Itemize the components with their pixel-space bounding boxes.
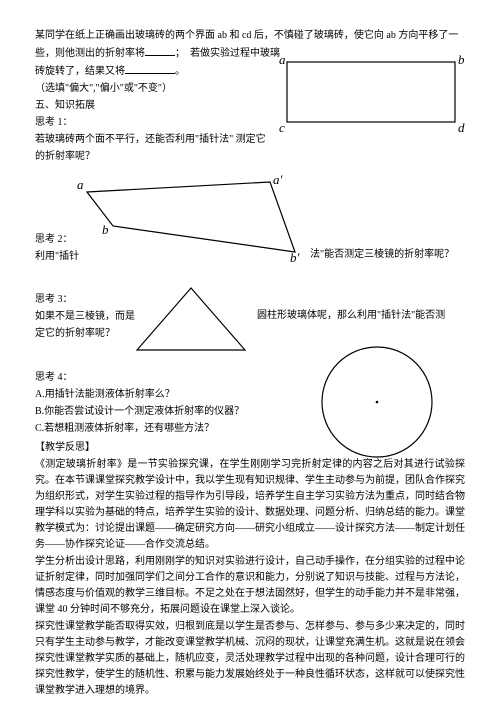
circle-svg (317, 342, 437, 462)
triangle-figure (135, 286, 247, 358)
trap-label-a: a (77, 177, 84, 192)
think2-right: 法"能否测定三棱镜的折射率呢？ (310, 249, 454, 260)
trap-label-bp: b' (290, 250, 300, 264)
think3-left2: 定它的折射率呢？ (35, 326, 465, 342)
trap-label-ap: a' (273, 174, 283, 187)
rect-label-d: d (458, 120, 465, 135)
rectangle-figure: a b c d (275, 50, 465, 142)
rect-label-b: b (458, 52, 465, 67)
blank-1 (145, 45, 175, 56)
rect-label-c: c (279, 120, 285, 135)
trap-label-b: b (102, 222, 109, 237)
think3-right-block: 圆柱形玻璃体呢，那么利用"插针法"能否测 (257, 308, 445, 324)
think3-left1: 如果不是三棱镜，而是 (35, 311, 135, 322)
think1-body2: 的折射率呢？ (35, 149, 465, 165)
think4-section: 思考 4： A.用插针法能测液体折射率么？ B.你能否尝试设计一个测定液体折射率… (35, 370, 465, 440)
blank-2 (125, 63, 175, 74)
rectangle-svg: a b c d (275, 50, 465, 136)
rect-label-a: a (279, 52, 286, 67)
circle-center-dot (376, 401, 379, 404)
problem-line2-text: 些，则他测出的折射率将 (35, 48, 145, 59)
trapezoid-shape (87, 182, 295, 252)
think3-title: 思考 3： (35, 292, 465, 308)
problem-line3-text: 砖旋转了，结果又将 (35, 66, 125, 77)
problem-intro-section: 某同学在纸上正确画出玻璃砖的两个界面 ab 和 cd 后，不慎碰了玻璃砖，使它向… (35, 28, 465, 165)
trapezoid-section: a a' b b' 思考 2： 利用"插针 法"能否测定三棱镜的折射率呢？ (35, 174, 465, 264)
think2-block: 思考 2： 利用"插针 (35, 232, 79, 266)
think2-left: 利用"插针 (35, 249, 79, 265)
triangle-svg (135, 286, 247, 352)
circle-figure (317, 342, 437, 468)
problem-line2-tail: ； 若做实验过程中玻璃 (175, 48, 280, 59)
reflection-p2: 学生分析出设计思路，利用刚刚学的知识对实验进行设计，自己动手操作，在分组实验的过… (35, 554, 465, 618)
triangle-shape (137, 288, 245, 350)
trapezoid-svg: a a' b b' (65, 174, 315, 264)
think3-right: 圆柱形玻璃体呢，那么利用"插针法"能否测 (257, 310, 445, 321)
rect-shape (287, 62, 455, 122)
reflection-p3: 探究性课堂教学能否取得实效，归根到底是以学生是否参与、怎样参与、参与多少来决定的… (35, 619, 465, 699)
think2-right-block: 法"能否测定三棱镜的折射率呢？ (310, 247, 454, 263)
problem-line1: 某同学在纸上正确画出玻璃砖的两个界面 ab 和 cd 后，不慎碰了玻璃砖，使它向… (35, 28, 465, 44)
think2-title: 思考 2： (35, 232, 79, 248)
reflection-p1: 《测定玻璃折射率》是一节实验探究课，在学生刚刚学习完折射定律的内容之后对其进行试… (35, 457, 465, 553)
trapezoid-figure: a a' b b' (65, 174, 315, 270)
problem-line3-tail: 。 (175, 66, 185, 77)
